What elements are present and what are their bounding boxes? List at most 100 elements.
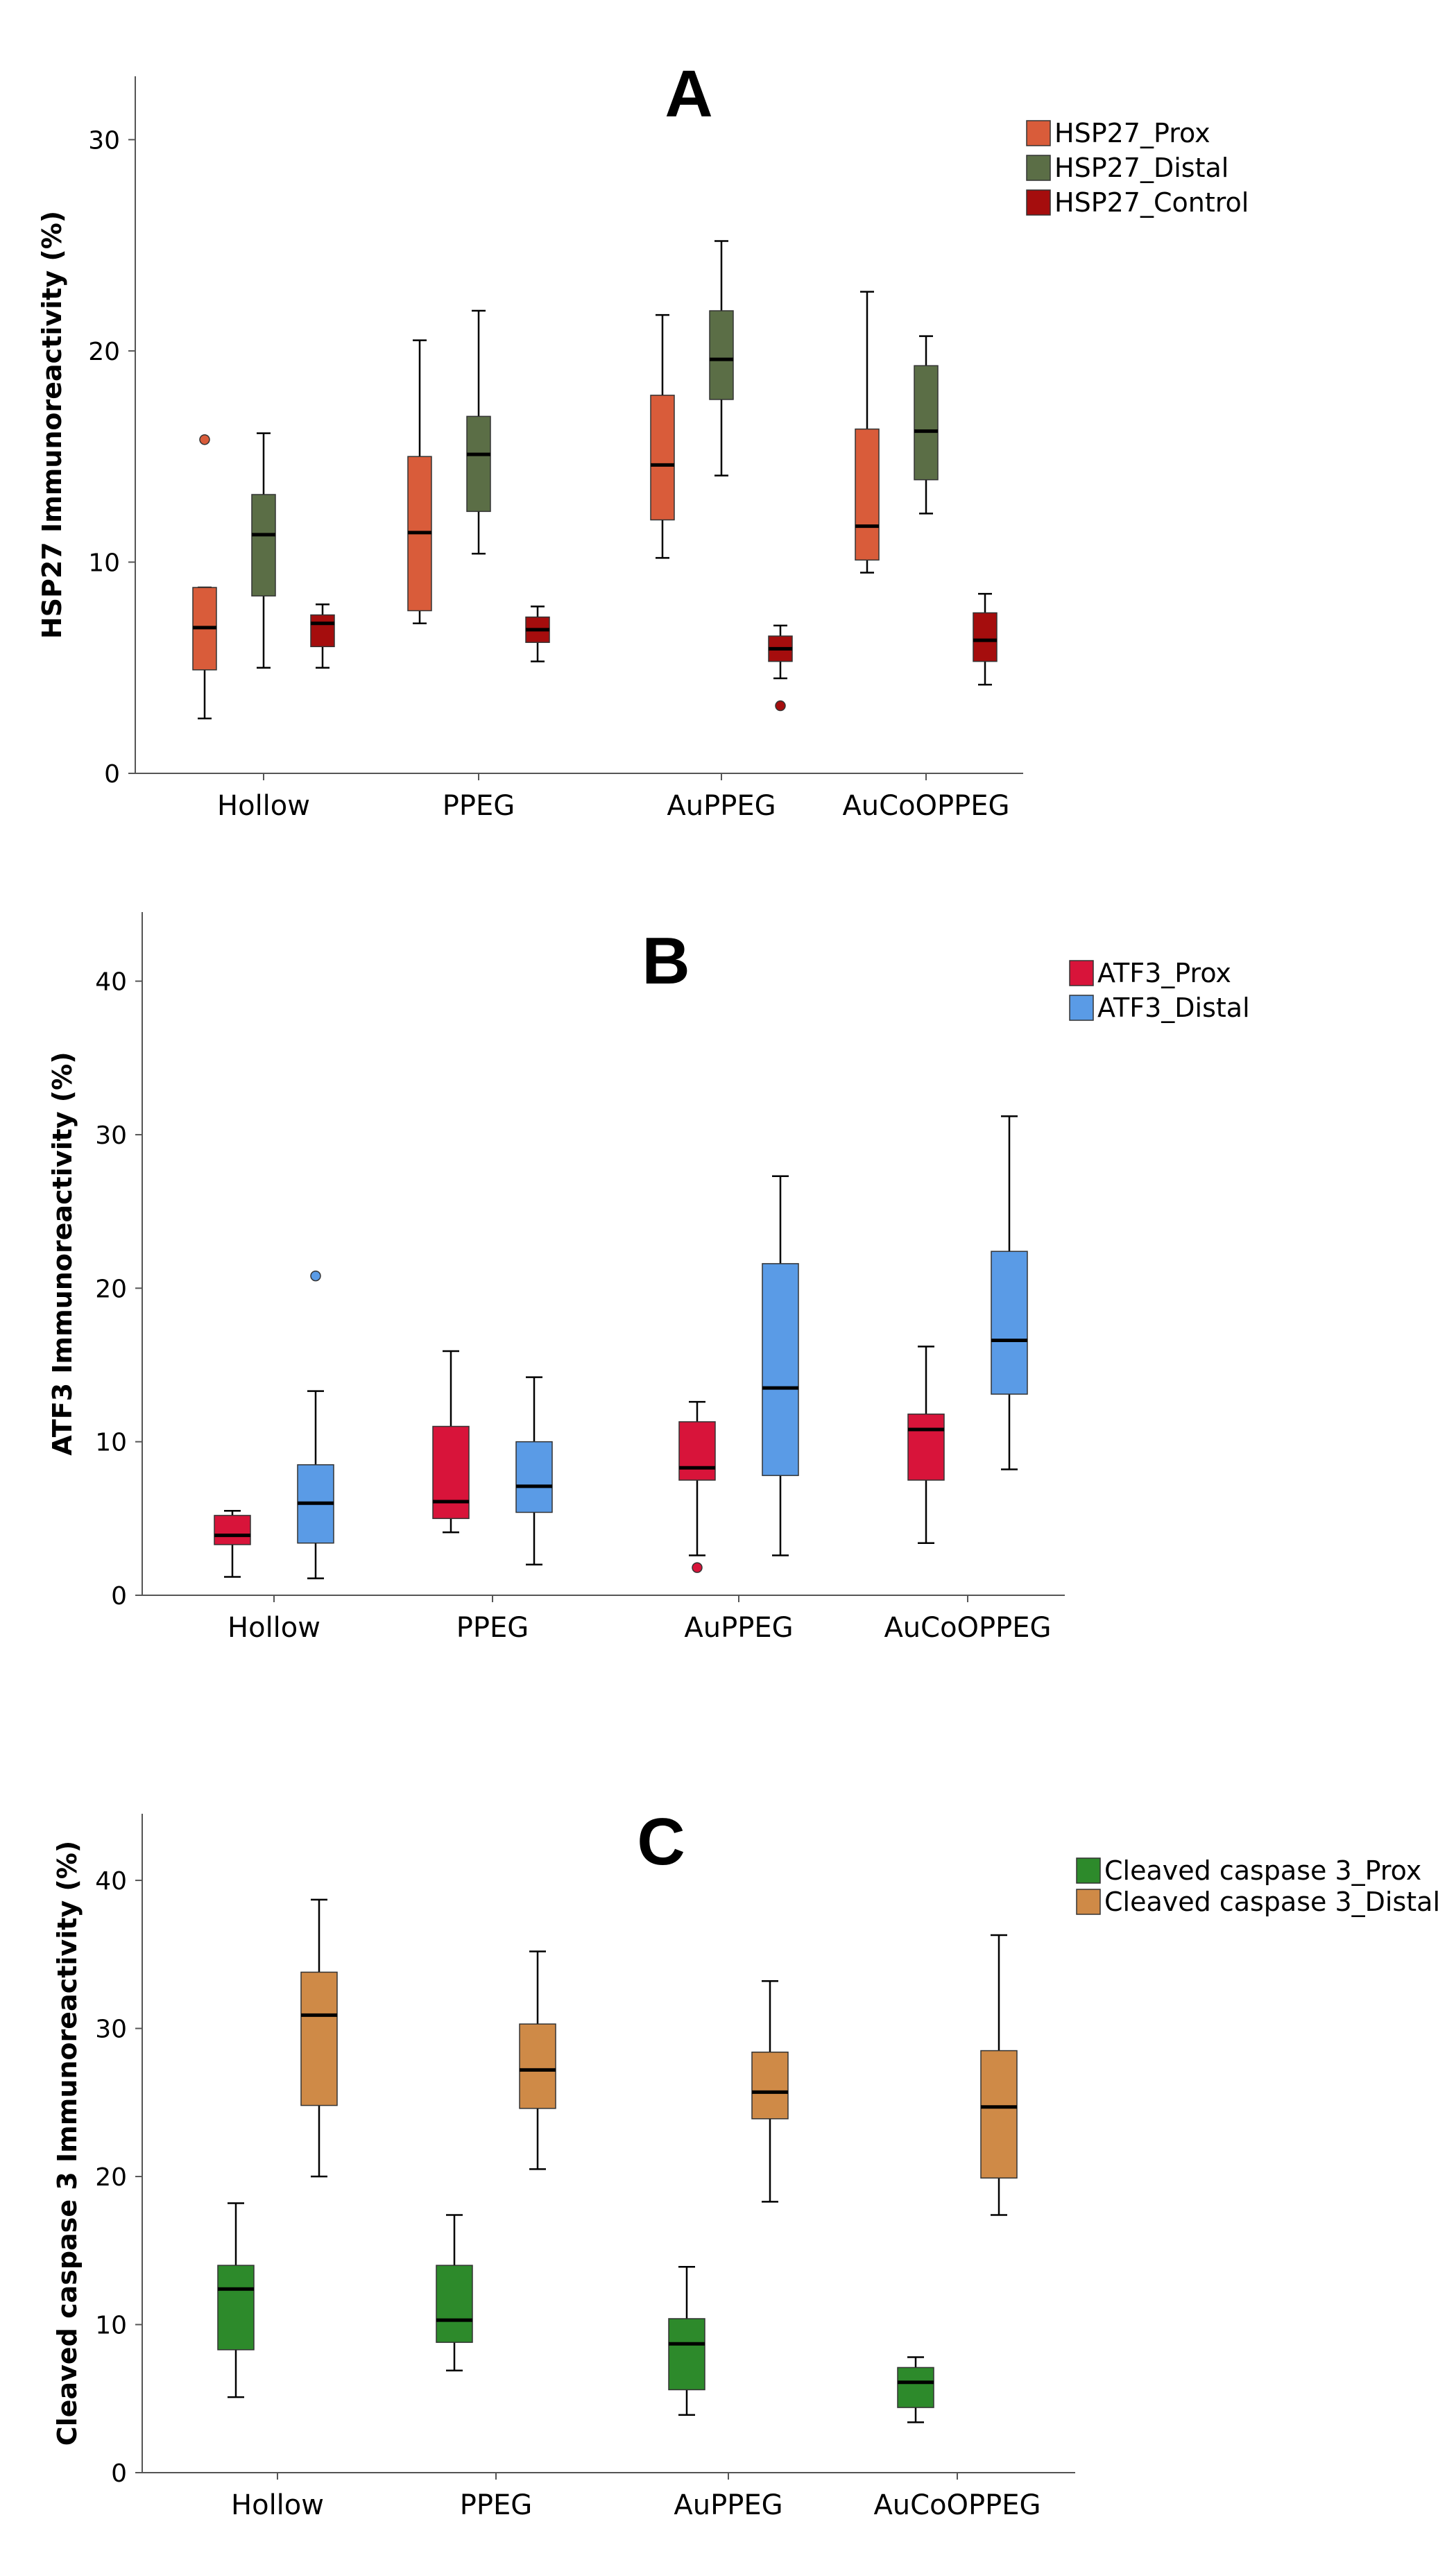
panel-letter: C (637, 1805, 685, 1879)
y-tick-label-20: 20 (88, 338, 120, 366)
box-atf3-distal-auppeg (762, 1175, 799, 1556)
x-tick-label-ppeg: PPEG (460, 2489, 533, 2521)
iqr-box (907, 1414, 945, 1481)
y-tick-label-0: 0 (104, 760, 120, 789)
y-tick-label-40: 40 (95, 968, 127, 997)
legend-label-cleaved-caspase-3-distal: Cleaved caspase 3_Distal (1104, 1887, 1438, 1917)
iqr-box (668, 2318, 705, 2391)
iqr-box (973, 612, 998, 662)
legend-swatch-atf3-distal (1069, 995, 1094, 1021)
box-atf3-distal-ppeg (515, 1376, 553, 1565)
x-tick-label-ppeg: PPEG (443, 790, 515, 822)
outlier-point (199, 434, 210, 445)
iqr-box (980, 2050, 1018, 2179)
y-tick-label-0: 0 (111, 1582, 127, 1611)
outlier-point (775, 700, 786, 712)
box-hsp27-prox-aucooppeg (855, 291, 880, 574)
iqr-box (515, 1441, 553, 1513)
y-tick-label-40: 40 (95, 1867, 127, 1896)
box-hsp27-control-ppeg (525, 606, 550, 662)
legend-label-hsp27-prox: HSP27_Prox (1054, 118, 1210, 148)
iqr-box (432, 1425, 470, 1520)
iqr-box (466, 415, 491, 513)
x-tick-label-aucooppeg: AuCoOPPEG (842, 790, 1009, 822)
legend-swatch-cleaved-caspase-3-prox (1076, 1857, 1101, 1884)
iqr-box (214, 1515, 251, 1545)
panel-letter: A (665, 57, 712, 131)
y-tick-label-30: 30 (88, 126, 120, 155)
legend-swatch-hsp27-distal (1026, 155, 1051, 181)
box-hsp27-prox-ppeg (407, 339, 432, 625)
legend-swatch-atf3-prox (1069, 960, 1094, 986)
box-cleaved-caspase-3-prox-aucooppeg (897, 2356, 934, 2423)
legend-label-atf3-prox: ATF3_Prox (1097, 958, 1231, 988)
box-hsp27-control-hollow (310, 603, 335, 669)
legend-swatch-cleaved-caspase-3-distal (1076, 1889, 1101, 1915)
y-tick-label-20: 20 (95, 2163, 127, 2192)
panel-a: A 0 10 20 30 HSP27 Immunoreactivity (%) Hollow… (37, 57, 1249, 822)
box-hsp27-distal-auppeg (709, 240, 734, 476)
box-hsp27-control-auppeg (768, 624, 793, 712)
y-tick-label-10: 10 (88, 549, 120, 577)
box-hsp27-distal-hollow (251, 432, 276, 669)
legend-swatch-hsp27-control (1026, 189, 1051, 216)
y-axis-label: HSP27 Immunoreactivity (%) (37, 211, 67, 639)
box-atf3-distal-hollow (297, 1270, 334, 1579)
box-atf3-prox-auppeg (678, 1400, 716, 1573)
panel-c: C 0 10 20 30 40 Cleaved caspase 3 Immunoreacti… (52, 1805, 1438, 2521)
legend-label-hsp27-control: HSP27_Control (1054, 187, 1249, 218)
y-tick-label-30: 30 (95, 2016, 127, 2044)
panel-letter: B (642, 924, 690, 998)
x-tick-label-auppeg: AuPPEG (674, 2489, 782, 2521)
y-tick-label-10: 10 (95, 1429, 127, 1457)
box-cleaved-caspase-3-prox-ppeg (436, 2214, 473, 2371)
iqr-box (709, 310, 734, 400)
box-cleaved-caspase-3-distal-auppeg (751, 1980, 789, 2203)
legend-label-cleaved-caspase-3-prox: Cleaved caspase 3_Prox (1104, 1855, 1421, 1886)
box-hsp27-distal-ppeg (466, 309, 491, 555)
legend-label-atf3-distal: ATF3_Distal (1097, 993, 1250, 1023)
box-cleaved-caspase-3-distal-aucooppeg (980, 1934, 1018, 2216)
legend-label-hsp27-distal: HSP27_Distal (1054, 153, 1229, 183)
x-tick-label-ppeg: PPEG (456, 1612, 529, 1644)
box-hsp27-distal-aucooppeg (914, 335, 939, 515)
iqr-box (251, 494, 276, 596)
outlier-point (692, 1562, 703, 1573)
iqr-box (678, 1421, 716, 1481)
box-cleaved-caspase-3-distal-ppeg (519, 1950, 556, 2170)
legend-swatch-hsp27-prox (1026, 120, 1051, 146)
iqr-box (650, 395, 675, 521)
iqr-box (855, 428, 880, 561)
iqr-box (751, 2051, 789, 2120)
box-atf3-distal-aucooppeg (991, 1115, 1028, 1470)
y-tick-label-30: 30 (95, 1122, 127, 1150)
y-tick-label-20: 20 (95, 1275, 127, 1303)
x-tick-label-auppeg: AuPPEG (684, 1612, 793, 1644)
x-tick-label-hollow: Hollow (231, 2489, 324, 2521)
iqr-box (991, 1251, 1028, 1395)
y-axis-label: Cleaved caspase 3 Immunoreactivity (%) (52, 1841, 83, 2446)
iqr-box (897, 2367, 934, 2408)
iqr-box (300, 1971, 338, 2106)
iqr-box (217, 2265, 255, 2351)
iqr-box (519, 2023, 556, 2109)
iqr-box (436, 2265, 473, 2343)
box-hsp27-prox-hollow (192, 434, 217, 720)
box-hsp27-prox-auppeg (650, 314, 675, 559)
box-hsp27-control-aucooppeg (973, 592, 998, 686)
x-tick-label-hollow: Hollow (228, 1612, 320, 1644)
box-cleaved-caspase-3-distal-hollow (300, 1898, 338, 2178)
y-tick-label-10: 10 (95, 2312, 127, 2340)
box-cleaved-caspase-3-prox-hollow (217, 2202, 255, 2398)
y-tick-label-0: 0 (111, 2459, 127, 2488)
x-tick-label-aucooppeg: AuCoOPPEG (873, 2489, 1041, 2521)
box-cleaved-caspase-3-prox-auppeg (668, 2266, 705, 2416)
box-atf3-prox-ppeg (432, 1350, 470, 1534)
panel-b: B 0 10 20 30 40 ATF3 Immunoreactivity (%) Hollo… (47, 912, 1250, 1644)
iqr-box (914, 365, 939, 481)
box-atf3-prox-aucooppeg (907, 1346, 945, 1544)
iqr-box (762, 1263, 799, 1477)
box-atf3-prox-hollow (214, 1510, 251, 1578)
x-tick-label-aucooppeg: AuCoOPPEG (884, 1612, 1051, 1644)
